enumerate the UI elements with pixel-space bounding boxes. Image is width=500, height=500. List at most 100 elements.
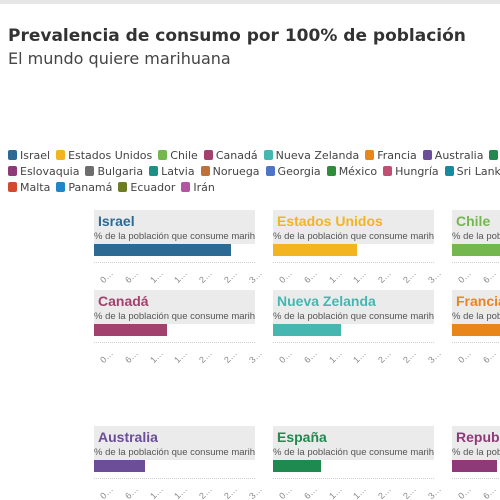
- legend-item[interactable]: Australia: [422, 149, 483, 163]
- legend-item[interactable]: Estados Unidos: [56, 149, 152, 163]
- gridline: [273, 478, 434, 479]
- tick-label: 1…: [172, 348, 190, 365]
- tick-label: 1…: [326, 268, 344, 285]
- legend-swatch: [8, 182, 17, 192]
- legend-swatch: [85, 166, 95, 176]
- panel-axis-label: % de la población que consume marihuana: [94, 312, 255, 324]
- legend-swatch: [149, 166, 159, 176]
- legend-label: Noruega: [212, 165, 260, 178]
- legend-item[interactable]: Noruega: [200, 165, 260, 179]
- panel-axis-label: % de la población que consume marihuana: [273, 448, 434, 460]
- tick-label: 0…: [98, 484, 116, 500]
- legend-swatch: [56, 150, 66, 160]
- panel-title: España: [277, 429, 327, 445]
- panel-axis-label: % de la población que consume marihuana: [273, 232, 434, 244]
- legend-item[interactable]: Nueva Zelanda: [263, 149, 360, 163]
- legend-item[interactable]: Sri Lanka: [444, 165, 500, 179]
- chart-panel: Australia % de la población que consume m…: [94, 426, 264, 500]
- bar[interactable]: [94, 460, 146, 472]
- legend-item[interactable]: Georgia: [265, 165, 321, 179]
- legend-item[interactable]: México: [326, 165, 377, 179]
- bar[interactable]: [273, 244, 358, 256]
- legend-label: Nueva Zelanda: [275, 149, 360, 162]
- legend-swatch: [158, 150, 168, 160]
- panel-title: Israel: [98, 213, 135, 229]
- tick-label: 0…: [456, 268, 474, 285]
- legend-item[interactable]: Bulgaria: [85, 165, 143, 179]
- tick-label: 2…: [221, 348, 239, 365]
- chart-panel: Canadá % de la población que consume mari…: [94, 290, 264, 384]
- panel-title: Chile: [456, 213, 491, 229]
- tick-label: 3…: [246, 484, 264, 500]
- legend-item[interactable]: Irán: [181, 181, 215, 195]
- panel-title: Canadá: [98, 293, 149, 309]
- bar[interactable]: [452, 244, 500, 256]
- legend-swatch: [422, 150, 432, 160]
- legend-item[interactable]: Ecuador: [118, 181, 175, 195]
- tick-label: 1…: [172, 268, 190, 285]
- chart-subtitle: El mundo quiere marihuana: [8, 49, 231, 68]
- panel-header: [94, 290, 255, 312]
- tick-label: 6…: [122, 348, 140, 365]
- chart-panel: Republica % de la población que consume m…: [452, 426, 500, 500]
- gridline: [94, 342, 255, 343]
- panel-header: [94, 426, 255, 448]
- gridline: [273, 262, 434, 263]
- panel-title: Republica: [456, 429, 500, 445]
- bar[interactable]: [273, 460, 322, 472]
- x-axis-ticks: 0…6…1…1…2…2…3…: [452, 348, 500, 382]
- bar[interactable]: [94, 244, 232, 256]
- tick-label: 1…: [326, 484, 344, 500]
- legend-item[interactable]: Latvia: [149, 165, 195, 179]
- bar[interactable]: [452, 324, 500, 336]
- legend-item[interactable]: España: [489, 149, 500, 163]
- legend-item[interactable]: Canadá: [203, 149, 258, 163]
- legend-label: Malta: [20, 181, 51, 194]
- tick-label: 0…: [277, 348, 295, 365]
- tick-label: 2…: [376, 348, 394, 365]
- legend-item[interactable]: Panamá: [56, 181, 112, 195]
- panel-header: [94, 210, 255, 232]
- panel-header: [452, 210, 500, 232]
- legend-label: Eslovaquia: [20, 165, 80, 178]
- tick-label: 6…: [301, 268, 319, 285]
- tick-label: 1…: [351, 268, 369, 285]
- gridline: [94, 478, 255, 479]
- legend-swatch: [203, 150, 213, 160]
- legend-item[interactable]: Hungría: [383, 165, 439, 179]
- tick-label: 6…: [480, 484, 498, 500]
- panel-axis-label: % de la población que consume marihuana: [273, 312, 434, 324]
- panel-title: Nueva Zelanda: [277, 293, 376, 309]
- tick-label: 6…: [480, 268, 498, 285]
- panel-axis-label: % de la población que consume marihuana: [452, 232, 500, 244]
- tick-label: 2…: [197, 484, 215, 500]
- legend-swatch: [326, 166, 336, 176]
- panel-title: Estados Unidos: [277, 213, 383, 229]
- top-bar: [0, 0, 500, 4]
- bar[interactable]: [94, 324, 168, 336]
- legend-item[interactable]: Eslovaquia: [8, 165, 79, 179]
- tick-label: 2…: [376, 484, 394, 500]
- bar[interactable]: [273, 324, 341, 336]
- legend-item[interactable]: Malta: [8, 181, 50, 195]
- x-axis-ticks: 0…6…1…1…2…2…3…: [273, 484, 443, 500]
- legend-swatch: [8, 150, 17, 160]
- tick-label: 2…: [400, 484, 418, 500]
- tick-label: 2…: [376, 268, 394, 285]
- x-axis-ticks: 0…6…1…1…2…2…3…: [273, 348, 443, 382]
- tick-label: 0…: [456, 484, 474, 500]
- panel-header: [273, 426, 434, 448]
- tick-label: 3…: [246, 348, 264, 365]
- legend-swatch: [181, 182, 191, 192]
- panel-title: Australia: [98, 429, 158, 445]
- bar[interactable]: [452, 460, 497, 472]
- x-axis-ticks: 0…6…1…1…2…2…3…: [452, 484, 500, 500]
- tick-label: 1…: [147, 348, 165, 365]
- tick-label: 6…: [122, 484, 140, 500]
- legend-label: Bulgaria: [97, 165, 144, 178]
- gridline: [273, 342, 434, 343]
- legend-item[interactable]: Israel: [8, 149, 50, 163]
- legend-item[interactable]: Chile: [158, 149, 198, 163]
- legend-item[interactable]: Francia: [365, 149, 417, 163]
